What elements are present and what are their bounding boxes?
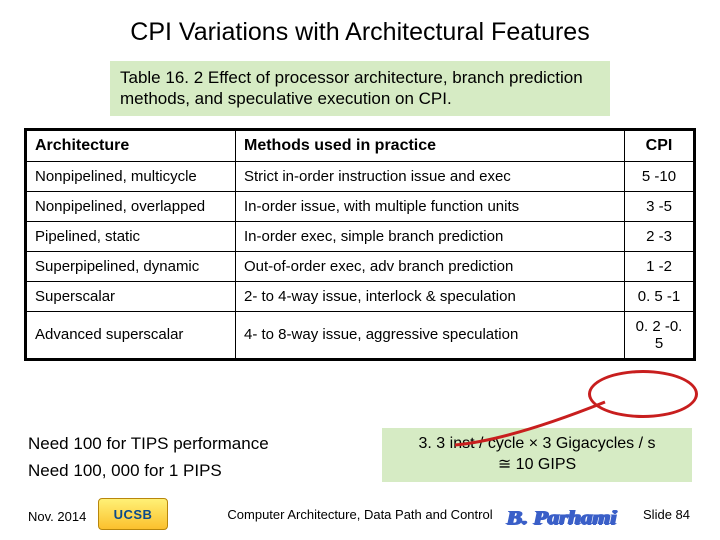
annotation-ellipse bbox=[588, 370, 698, 418]
calc-line: 3. 3 inst / cycle × 3 Gigacycles / s bbox=[390, 434, 684, 455]
table-row: Pipelined, static In-order exec, simple … bbox=[26, 221, 695, 251]
table-caption: Table 16. 2 Effect of processor architec… bbox=[110, 61, 610, 116]
cell-cpi: 3 -5 bbox=[625, 191, 695, 221]
cell-methods: 4- to 8-way issue, aggressive speculatio… bbox=[236, 311, 625, 359]
cell-arch: Advanced superscalar bbox=[26, 311, 236, 359]
cell-cpi: 2 -3 bbox=[625, 221, 695, 251]
cell-cpi: 5 -10 bbox=[625, 161, 695, 191]
col-cpi: CPI bbox=[625, 129, 695, 161]
cell-methods: In-order exec, simple branch prediction bbox=[236, 221, 625, 251]
footer-author: B. Parhami bbox=[507, 507, 617, 530]
cell-methods: 2- to 4-way issue, interlock & speculati… bbox=[236, 281, 625, 311]
col-arch: Architecture bbox=[26, 129, 236, 161]
table-row: Nonpipelined, multicycle Strict in-order… bbox=[26, 161, 695, 191]
footer-slidenum: Slide 84 bbox=[643, 507, 690, 522]
slide-title: CPI Variations with Architectural Featur… bbox=[0, 0, 720, 57]
cell-arch: Nonpipelined, overlapped bbox=[26, 191, 236, 221]
footer: Nov. 2014 UCSB Computer Architecture, Da… bbox=[0, 490, 720, 530]
table-row: Superpipelined, dynamic Out-of-order exe… bbox=[26, 251, 695, 281]
cell-arch: Superpipelined, dynamic bbox=[26, 251, 236, 281]
cell-arch: Nonpipelined, multicycle bbox=[26, 161, 236, 191]
cell-methods: Strict in-order instruction issue and ex… bbox=[236, 161, 625, 191]
col-methods: Methods used in practice bbox=[236, 129, 625, 161]
cell-arch: Superscalar bbox=[26, 281, 236, 311]
table-row: Nonpipelined, overlapped In-order issue,… bbox=[26, 191, 695, 221]
cell-methods: In-order issue, with multiple function u… bbox=[236, 191, 625, 221]
table-row: Advanced superscalar 4- to 8-way issue, … bbox=[26, 311, 695, 359]
cell-cpi: 0. 5 -1 bbox=[625, 281, 695, 311]
cell-arch: Pipelined, static bbox=[26, 221, 236, 251]
calc-box: 3. 3 inst / cycle × 3 Gigacycles / s ≅ 1… bbox=[382, 428, 692, 482]
cell-methods: Out-of-order exec, adv branch prediction bbox=[236, 251, 625, 281]
cell-cpi: 0. 2 -0. 5 bbox=[625, 311, 695, 359]
cell-cpi: 1 -2 bbox=[625, 251, 695, 281]
note-line: Need 100 for TIPS performance bbox=[28, 430, 269, 457]
notes-block: Need 100 for TIPS performance Need 100, … bbox=[28, 430, 269, 484]
cpi-table: Architecture Methods used in practice CP… bbox=[24, 128, 696, 361]
note-line: Need 100, 000 for 1 PIPS bbox=[28, 457, 269, 484]
calc-line: ≅ 10 GIPS bbox=[390, 455, 684, 476]
table-header-row: Architecture Methods used in practice CP… bbox=[26, 129, 695, 161]
table-row: Superscalar 2- to 4-way issue, interlock… bbox=[26, 281, 695, 311]
